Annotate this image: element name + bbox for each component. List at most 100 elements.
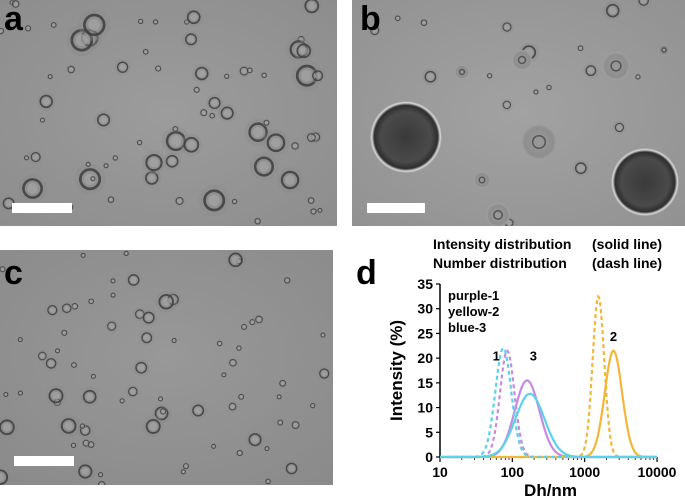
particle <box>546 84 552 91</box>
particle-core <box>250 320 254 324</box>
particle-core <box>154 20 157 24</box>
particle-core <box>293 422 298 428</box>
particle-core <box>293 143 297 148</box>
particle-core <box>19 338 22 341</box>
particle-core <box>280 381 285 386</box>
header-right-1: (solid line) <box>592 236 662 252</box>
particle-core <box>231 256 240 264</box>
particle <box>82 389 97 404</box>
particle-core <box>278 421 282 425</box>
particle-core <box>271 137 281 148</box>
particle <box>224 73 230 79</box>
particle <box>229 358 237 367</box>
particle-core <box>233 200 236 203</box>
particle <box>614 122 625 133</box>
particle-core <box>48 75 52 78</box>
particle-core <box>159 397 162 401</box>
particle <box>249 319 256 326</box>
particle <box>209 112 215 119</box>
particle <box>25 25 32 32</box>
particle-core <box>25 156 28 160</box>
particle <box>145 171 159 185</box>
particle <box>142 48 149 55</box>
particle <box>17 390 23 396</box>
panel-label-a: a <box>4 0 23 38</box>
particle-core <box>56 349 59 353</box>
particle-core <box>636 75 640 79</box>
particle-core <box>86 163 90 166</box>
particle-core <box>427 73 434 80</box>
particle <box>317 207 323 213</box>
y-tick-label: 35 <box>417 276 433 292</box>
particle <box>291 142 299 150</box>
particle <box>38 351 47 361</box>
particle-core <box>256 317 261 322</box>
particle <box>319 368 330 379</box>
particle-core <box>577 165 584 172</box>
particle <box>61 303 72 314</box>
particle <box>253 156 274 177</box>
particle <box>291 421 300 430</box>
particle <box>276 394 282 400</box>
particle <box>155 65 162 72</box>
particle-core <box>208 194 220 207</box>
particle-core <box>309 135 314 140</box>
particle <box>85 161 91 167</box>
particle-core <box>190 13 198 21</box>
particle <box>265 478 271 485</box>
particle-core <box>210 114 214 118</box>
particle-core <box>321 333 325 337</box>
particle <box>231 198 238 205</box>
large-particle-2 <box>611 148 679 216</box>
particle <box>266 133 286 153</box>
particle <box>96 113 111 127</box>
particle <box>127 274 140 286</box>
particle-core <box>265 447 269 450</box>
particle <box>175 196 184 205</box>
particle <box>82 439 90 447</box>
particle-core <box>130 388 136 395</box>
particle-core <box>89 299 93 303</box>
micrograph-c-image <box>0 250 333 485</box>
particle <box>145 418 161 434</box>
header-left-1: Intensity distribution <box>433 236 571 252</box>
particle-core <box>119 64 126 71</box>
particle-core <box>172 339 176 342</box>
particle-core <box>168 157 176 165</box>
particle <box>55 348 61 354</box>
particle-core <box>177 198 182 204</box>
particle-core <box>311 404 315 407</box>
particle-core <box>222 373 226 377</box>
x-axis-label: Dh/nm <box>524 481 577 496</box>
particle-core <box>145 314 152 321</box>
particle-halo-large <box>602 52 630 80</box>
particle-core <box>321 370 327 377</box>
particle <box>154 406 169 421</box>
x-tick-label: 10 <box>432 464 448 480</box>
particle-core <box>120 399 124 403</box>
particle <box>610 60 622 72</box>
particle <box>208 96 221 110</box>
particle-core <box>40 353 45 359</box>
particle <box>138 18 144 24</box>
particle-core <box>504 102 510 108</box>
series-line-6 <box>440 346 657 459</box>
particle-core <box>212 445 215 448</box>
particle-core <box>251 436 259 444</box>
particle-halo-large <box>474 172 490 188</box>
particle-core <box>170 135 182 147</box>
particle <box>638 0 649 6</box>
particle <box>47 74 53 80</box>
particle-halo <box>96 479 107 485</box>
scale-bar-a <box>12 203 72 213</box>
particle <box>158 293 175 310</box>
particle <box>135 361 148 374</box>
large-particle-1 <box>370 101 442 173</box>
particle <box>145 153 163 172</box>
particle-core <box>2 423 12 432</box>
particle-core <box>104 164 108 167</box>
particle <box>310 402 316 409</box>
header-left-2: Number distribution <box>433 255 567 271</box>
particle-core <box>311 209 316 214</box>
particle <box>184 19 190 25</box>
